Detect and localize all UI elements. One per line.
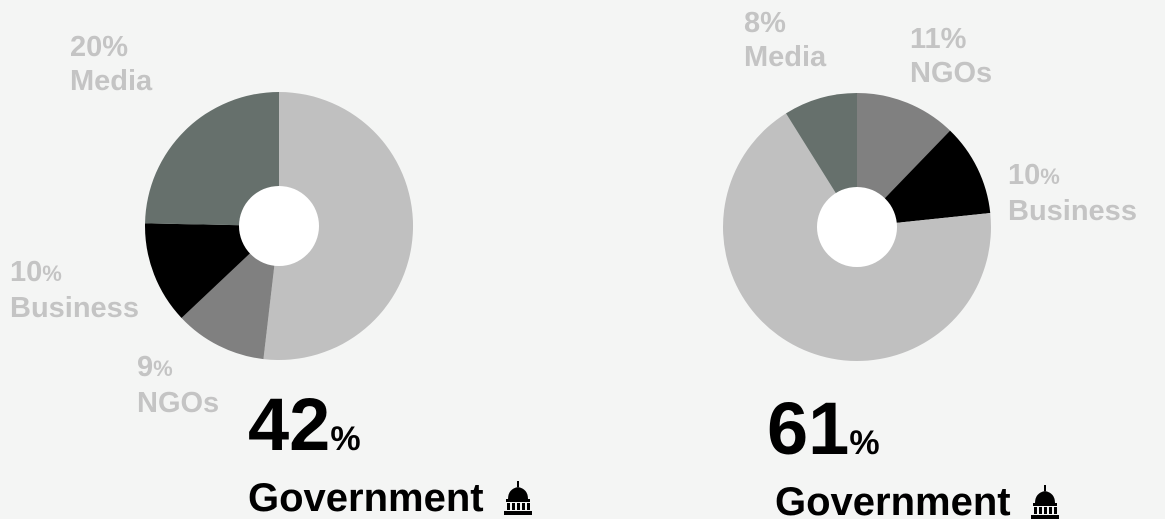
left-ngos-name: NGOs: [137, 387, 220, 419]
left-ngos-pct-line: 9%: [137, 350, 219, 386]
left-business-pct-line: 10%: [10, 255, 139, 291]
right-business-pct-line: 10%: [1008, 158, 1137, 194]
slice-ngos: [181, 226, 279, 360]
left-ngos-pct-sign: %: [153, 356, 173, 381]
donut-chart-left: [145, 92, 414, 360]
right-headline-value: 61%: [767, 392, 880, 466]
slice-business: [857, 130, 991, 227]
right-ngos-label: 11% NGOs: [910, 22, 992, 90]
right-media-label: 8% Media: [744, 6, 826, 74]
left-headline-unit: %: [330, 420, 361, 458]
slice-media: [145, 92, 279, 226]
left-media-label: 20% Media: [70, 30, 152, 98]
right-media-pct: 8%: [744, 7, 786, 39]
left-headline-value: 42%: [248, 388, 361, 462]
right-headline-unit: %: [849, 424, 880, 462]
right-ngos-name: NGOs: [910, 57, 993, 89]
right-business-pct-sign: %: [1040, 164, 1060, 189]
right-headline-number: 61: [767, 387, 850, 470]
donut-hole: [239, 186, 319, 266]
donut-hole: [817, 187, 897, 267]
donut-chart-right: [723, 93, 992, 361]
capitol-building-icon: [1030, 485, 1059, 519]
left-media-name: Media: [70, 65, 153, 97]
left-business-name: Business: [10, 292, 139, 324]
right-category-label: Government: [775, 480, 1011, 519]
right-ngos-pct: 11%: [910, 23, 967, 55]
left-business-pct-sign: %: [42, 261, 62, 286]
left-business-pct: 10: [10, 256, 43, 288]
right-business-name: Business: [1008, 195, 1137, 227]
right-category: Government: [775, 480, 1061, 519]
slice-ngos: [857, 93, 951, 227]
right-business-pct: 10: [1008, 159, 1041, 191]
left-category-label: Government: [248, 476, 484, 519]
right-media-name: Media: [744, 41, 827, 73]
slice-government: [263, 92, 414, 360]
left-ngos-label: 9% NGOs: [137, 350, 219, 420]
left-business-label: 10% Business: [10, 255, 139, 325]
left-category: Government: [248, 476, 534, 519]
capitol-building-icon: [503, 481, 532, 515]
left-headline-number: 42: [248, 383, 331, 466]
left-ngos-pct: 9: [137, 351, 154, 383]
left-media-pct: 20%: [70, 31, 129, 63]
right-business-label: 10% Business: [1008, 158, 1137, 228]
